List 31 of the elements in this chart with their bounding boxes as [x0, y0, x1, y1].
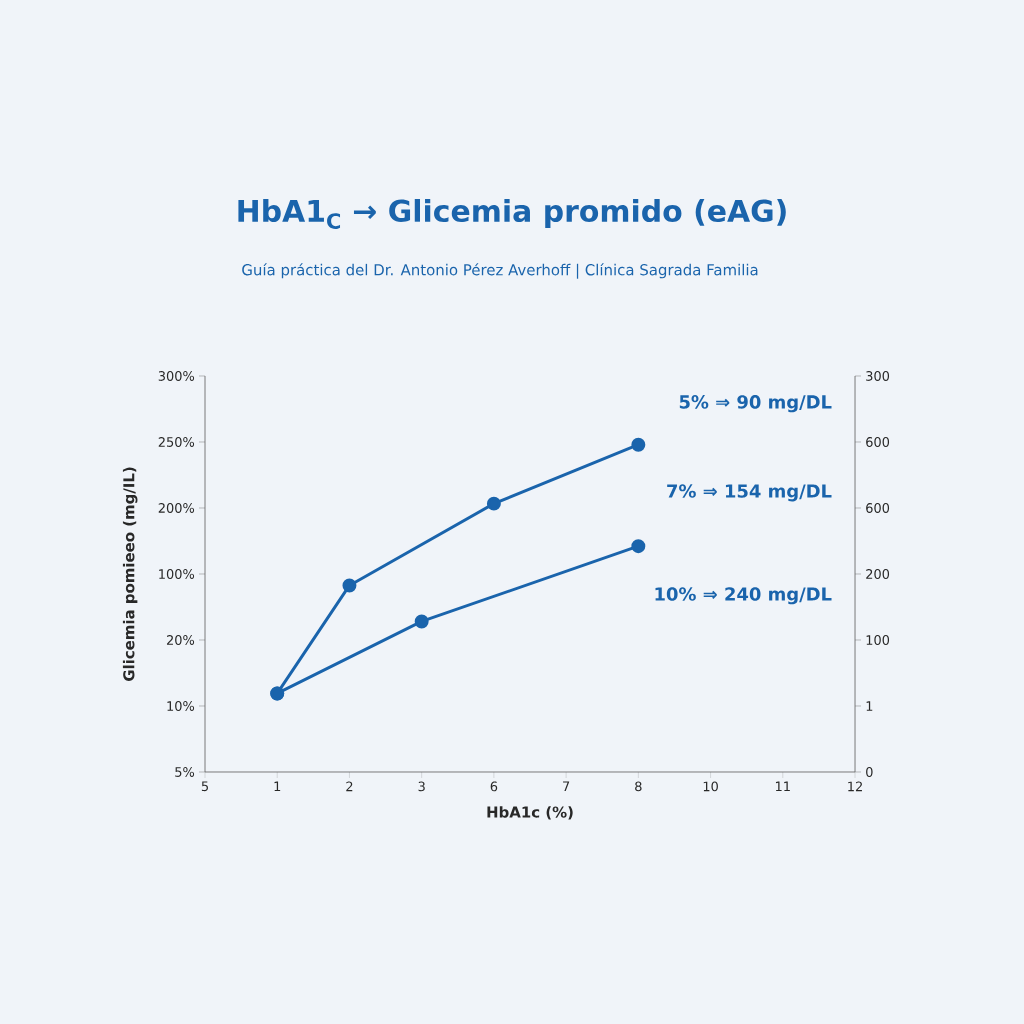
chart-title: HbA1$_{C}$ → Glicemia promido (eAG) — [238, 199, 786, 229]
text: 200 — [866, 569, 890, 579]
x-tick-label: 12 — [848, 781, 862, 792]
text: 100 — [866, 635, 890, 645]
text: 100% — [159, 569, 195, 579]
text: 5% ⇒ 90 mg/DL — [679, 395, 832, 413]
text: 250% — [158, 437, 195, 447]
text: 0 — [866, 767, 873, 777]
annotation: 10% ⇒ 240 mg/DL — [655, 587, 832, 605]
x-tick-label: 11 — [775, 781, 790, 791]
annotation: 7% ⇒ 154 mg/DL — [667, 484, 832, 502]
text: 600 — [866, 437, 890, 447]
x-tick-label: 5 — [201, 781, 208, 792]
x-tick-label: 7 — [563, 781, 570, 791]
text: 10% — [167, 701, 195, 711]
text: 600 — [866, 503, 890, 513]
x-axis-title: HbA1c (%) — [487, 806, 573, 820]
text: 300% — [158, 371, 195, 381]
chart-subtitle: Guía práctica del Dr. Antonio Pérez Averhoff | Clínica Sagrada Familia — [242, 263, 758, 279]
x-tick-label: 8 — [635, 781, 642, 792]
text: 200% — [158, 503, 195, 513]
x-tick-label: 6 — [490, 781, 498, 792]
text: 5% — [175, 767, 195, 777]
x-tick-label: 2 — [346, 781, 353, 792]
text: 20% — [166, 635, 195, 645]
y-axis-title: Glicemia pomieeo (mg/IL) — [122, 467, 138, 681]
x-tick-label: 3 — [418, 781, 425, 792]
x-tick-label: 1 — [274, 781, 281, 791]
text: 1 — [866, 701, 873, 711]
x-tick-label: 10 — [703, 781, 718, 792]
text: 300 — [866, 371, 890, 381]
